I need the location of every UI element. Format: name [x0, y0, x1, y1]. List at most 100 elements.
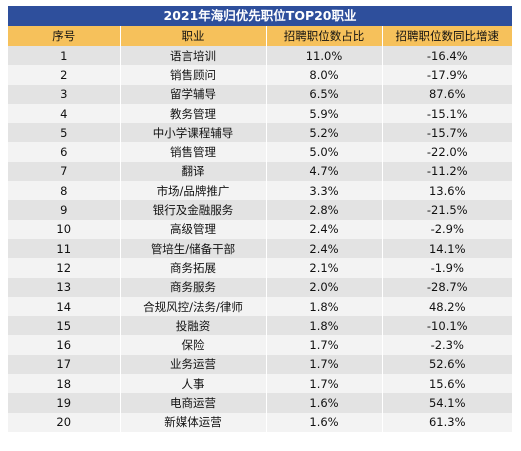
table-row: 10 高级管理 2.4% -2.9% — [8, 219, 512, 239]
table-row: 17 业务运营 1.7% 52.6% — [8, 354, 512, 375]
table-row: 19 电商运营 1.6% 54.1% — [8, 393, 512, 413]
growth-cell: -22.0% — [382, 142, 512, 162]
table-row: 8 市场/品牌推广 3.3% 13.6% — [8, 181, 512, 201]
job-cell: 教务管理 — [120, 103, 267, 124]
ranking-table: 序号 职业 招聘职位数占比 招聘职位数同比增速 1 语言培训 11.0% -16.4%… — [8, 26, 512, 432]
growth-cell: -15.1% — [382, 103, 512, 124]
job-cell: 电商运营 — [120, 393, 267, 413]
share-cell: 3.3% — [266, 181, 383, 201]
growth-cell: -28.7% — [382, 277, 512, 297]
share-cell: 4.7% — [266, 161, 383, 182]
table-row: 1 语言培训 11.0% -16.4% — [8, 46, 512, 66]
job-cell: 人事 — [120, 374, 267, 394]
job-cell: 市场/品牌推广 — [120, 181, 267, 201]
job-cell: 管培生/储备干部 — [120, 238, 267, 259]
job-cell: 投融资 — [120, 316, 267, 336]
table-row: 20 新媒体运营 1.6% 61.3% — [8, 412, 512, 432]
growth-cell: -2.3% — [382, 335, 512, 355]
share-cell: 1.7% — [266, 374, 383, 394]
share-cell: 2.1% — [266, 258, 383, 278]
table-row: 12 商务拓展 2.1% -1.9% — [8, 258, 512, 278]
table-row: 11 管培生/储备干部 2.4% 14.1% — [8, 238, 512, 259]
share-cell: 11.0% — [266, 46, 383, 66]
growth-cell: 61.3% — [382, 412, 512, 432]
growth-cell: -10.1% — [382, 316, 512, 336]
growth-cell: -2.9% — [382, 219, 512, 239]
job-cell: 高级管理 — [120, 219, 267, 239]
rank-cell: 11 — [8, 238, 121, 259]
rank-cell: 19 — [8, 393, 121, 413]
share-cell: 1.6% — [266, 412, 383, 432]
header-job: 职业 — [120, 26, 267, 46]
table-row: 14 合规风控/法务/律师 1.8% 48.2% — [8, 296, 512, 317]
growth-cell: 52.6% — [382, 354, 512, 375]
table-row: 15 投融资 1.8% -10.1% — [8, 316, 512, 336]
growth-cell: 15.6% — [382, 374, 512, 394]
table-row: 3 留学辅导 6.5% 87.6% — [8, 84, 512, 104]
growth-cell: 87.6% — [382, 84, 512, 104]
rank-cell: 7 — [8, 161, 121, 182]
table-body: 1 语言培训 11.0% -16.4% 2 销售顾问 8.0% -17.9% 3 留学辅导 6.5%… — [8, 46, 512, 432]
rank-cell: 13 — [8, 277, 121, 297]
job-cell: 业务运营 — [120, 354, 267, 375]
table-row: 6 销售管理 5.0% -22.0% — [8, 142, 512, 162]
header-share: 招聘职位数占比 — [266, 26, 383, 46]
table-row: 7 翻译 4.7% -11.2% — [8, 161, 512, 182]
rank-cell: 9 — [8, 200, 121, 220]
share-cell: 2.8% — [266, 200, 383, 220]
growth-cell: 13.6% — [382, 181, 512, 201]
rank-cell: 18 — [8, 374, 121, 394]
job-cell: 销售管理 — [120, 142, 267, 162]
header-row: 序号 职业 招聘职位数占比 招聘职位数同比增速 — [8, 26, 512, 46]
table-title: 2021年海归优先职位TOP20职业 — [8, 6, 512, 26]
job-cell: 商务拓展 — [120, 258, 267, 278]
table-row: 16 保险 1.7% -2.3% — [8, 335, 512, 355]
growth-cell: -16.4% — [382, 46, 512, 66]
share-cell: 2.4% — [266, 238, 383, 259]
share-cell: 6.5% — [266, 84, 383, 104]
rank-cell: 15 — [8, 316, 121, 336]
rank-cell: 14 — [8, 296, 121, 317]
share-cell: 1.8% — [266, 316, 383, 336]
job-cell: 新媒体运营 — [120, 412, 267, 432]
rank-cell: 8 — [8, 181, 121, 201]
rank-cell: 3 — [8, 84, 121, 104]
share-cell: 1.6% — [266, 393, 383, 413]
share-cell: 2.0% — [266, 277, 383, 297]
rank-cell: 6 — [8, 142, 121, 162]
rank-cell: 12 — [8, 258, 121, 278]
rank-cell: 2 — [8, 65, 121, 85]
rank-cell: 1 — [8, 46, 121, 66]
share-cell: 5.9% — [266, 103, 383, 124]
header-rank: 序号 — [8, 26, 121, 46]
rank-cell: 20 — [8, 412, 121, 432]
table-row: 9 银行及金融服务 2.8% -21.5% — [8, 200, 512, 220]
table-row: 13 商务服务 2.0% -28.7% — [8, 277, 512, 297]
table-row: 5 中小学课程辅导 5.2% -15.7% — [8, 123, 512, 143]
job-cell: 销售顾问 — [120, 65, 267, 85]
growth-cell: 54.1% — [382, 393, 512, 413]
header-growth: 招聘职位数同比增速 — [382, 26, 512, 46]
share-cell: 1.7% — [266, 354, 383, 375]
share-cell: 1.7% — [266, 335, 383, 355]
job-cell: 银行及金融服务 — [120, 200, 267, 220]
job-cell: 合规风控/法务/律师 — [120, 296, 267, 317]
job-cell: 保险 — [120, 335, 267, 355]
job-cell: 中小学课程辅导 — [120, 123, 267, 143]
rank-cell: 5 — [8, 123, 121, 143]
job-cell: 翻译 — [120, 161, 267, 182]
growth-cell: -1.9% — [382, 258, 512, 278]
rank-cell: 16 — [8, 335, 121, 355]
growth-cell: -11.2% — [382, 161, 512, 182]
job-cell: 商务服务 — [120, 277, 267, 297]
rank-cell: 17 — [8, 354, 121, 375]
share-cell: 1.8% — [266, 296, 383, 317]
table-row: 18 人事 1.7% 15.6% — [8, 374, 512, 394]
table-row: 2 销售顾问 8.0% -17.9% — [8, 65, 512, 85]
growth-cell: -21.5% — [382, 200, 512, 220]
share-cell: 5.0% — [266, 142, 383, 162]
growth-cell: 48.2% — [382, 296, 512, 317]
job-cell: 语言培训 — [120, 46, 267, 66]
ranking-table-container: 2021年海归优先职位TOP20职业 序号 职业 招聘职位数占比 招聘职位数同比… — [8, 6, 512, 432]
share-cell: 5.2% — [266, 123, 383, 143]
